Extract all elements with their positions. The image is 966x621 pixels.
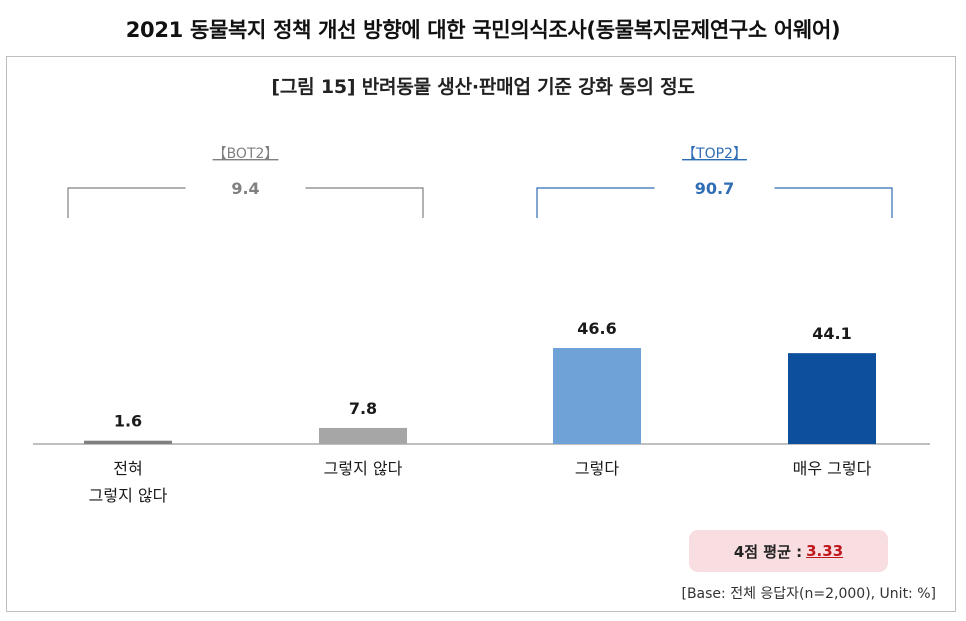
average-label: 4점 평균 : [733,542,803,561]
category-label: 그렇지 않다 [89,486,168,505]
bar [84,440,172,444]
bar [319,427,407,444]
group-value-label: 90.7 [695,179,734,198]
average-value: 3.33 [806,542,844,560]
group-bracket-right [305,187,424,218]
bar [788,353,876,444]
category-label: 매우 그렇다 [793,459,872,478]
category-label: 그렇지 않다 [324,459,403,478]
group-value-label: 9.4 [231,179,259,198]
chart-frame [6,56,956,612]
bar-value-label: 7.8 [349,399,377,418]
bar-value-label: 1.6 [114,412,142,431]
group-bracket-left [67,187,186,218]
group-label: 【BOT2】 [213,146,279,162]
group-bracket-left [536,187,655,218]
average-badge: 4점 평균 : 3.33 [689,530,888,572]
bar [553,348,641,444]
figure-title: [그림 15] 반려동물 생산·판매업 기준 강화 동의 정도 [271,76,695,98]
category-label: 전혀 [113,459,142,478]
bar-value-label: 44.1 [812,324,851,343]
group-label: 【TOP2】 [682,146,747,162]
bar-value-label: 46.6 [577,319,616,338]
category-label: 그렇다 [575,459,619,478]
page-title: 2021 동물복지 정책 개선 방향에 대한 국민의식조사(동물복지문제연구소 … [125,18,841,42]
group-bracket-right [774,187,893,218]
base-note: [Base: 전체 응답자(n=2,000), Unit: %] [681,586,936,602]
